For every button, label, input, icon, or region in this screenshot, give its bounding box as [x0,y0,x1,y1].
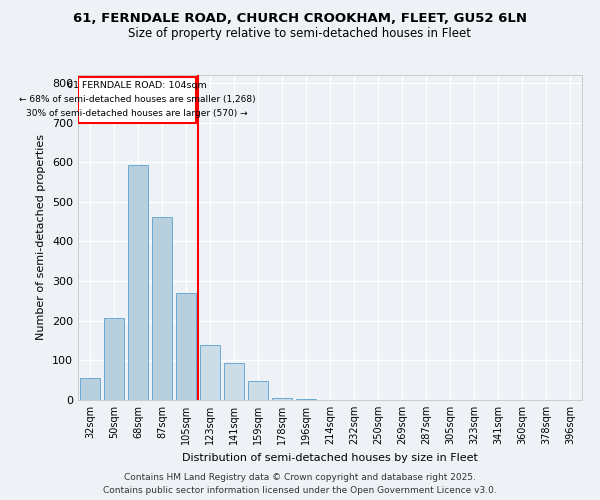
Bar [176,293,196,400]
X-axis label: Distribution of semi-detached houses by size in Fleet: Distribution of semi-detached houses by … [182,452,478,462]
Text: ← 68% of semi-detached houses are smaller (1,268): ← 68% of semi-detached houses are smalle… [19,95,256,104]
Text: 30% of semi-detached houses are larger (570) →: 30% of semi-detached houses are larger (… [26,110,248,118]
Text: Size of property relative to semi-detached houses in Fleet: Size of property relative to semi-detach… [128,28,472,40]
Text: Contains public sector information licensed under the Open Government Licence v3: Contains public sector information licen… [103,486,497,495]
Bar [152,217,172,400]
Text: Contains HM Land Registry data © Crown copyright and database right 2025.: Contains HM Land Registry data © Crown c… [124,472,476,482]
Bar [200,344,220,400]
Bar [296,399,316,400]
Bar [104,318,124,400]
Bar [128,166,148,400]
Bar [272,398,292,400]
Bar [80,378,100,400]
Bar [79,77,196,122]
Text: 61 FERNDALE ROAD: 104sqm: 61 FERNDALE ROAD: 104sqm [67,81,207,90]
Bar [224,363,244,400]
Text: 61, FERNDALE ROAD, CHURCH CROOKHAM, FLEET, GU52 6LN: 61, FERNDALE ROAD, CHURCH CROOKHAM, FLEE… [73,12,527,26]
Y-axis label: Number of semi-detached properties: Number of semi-detached properties [37,134,46,340]
Bar [248,382,268,400]
